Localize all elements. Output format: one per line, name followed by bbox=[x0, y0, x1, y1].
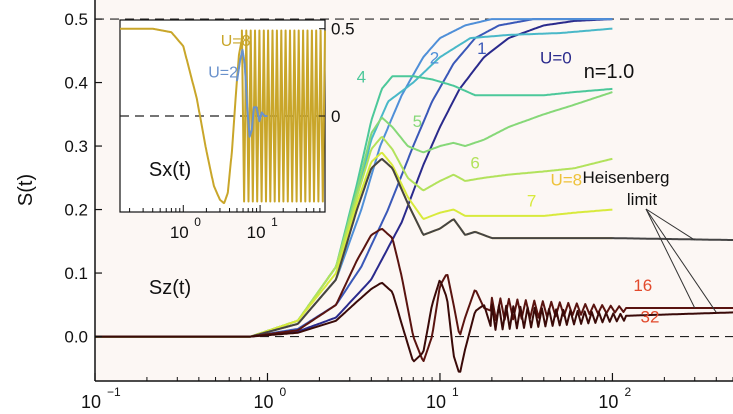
x-tick-label-3: 10 bbox=[598, 392, 618, 412]
heisenberg-pointer-1 bbox=[645, 208, 696, 309]
y-tick-label-2: 0.2 bbox=[64, 201, 88, 220]
heisenberg-pointer-0 bbox=[645, 208, 696, 241]
x-tick-label-0: 10 bbox=[81, 392, 101, 412]
inset-series-label-u-2: U=2 bbox=[208, 65, 238, 82]
main-plot: U=0 1 2 4 5 6 7 U=8 16 32 Sz(t) bbox=[95, 18, 733, 373]
series-label-u-16: 16 bbox=[633, 276, 652, 295]
series-line-u-32 bbox=[95, 279, 733, 373]
inset-series-line-u-2 bbox=[236, 48, 269, 138]
sx-label: Sx(t) bbox=[149, 159, 191, 181]
inset-y-tick-label-1: 0 bbox=[331, 107, 340, 126]
x-tick-exponent-0: −1 bbox=[107, 385, 121, 399]
inset-x-tick-exponent-0: 0 bbox=[194, 215, 201, 229]
y-tick-label-0: 0.0 bbox=[64, 328, 88, 347]
series-label-u-2: 2 bbox=[430, 49, 439, 68]
y-tick-label-5: 0.5 bbox=[64, 10, 88, 29]
heisenberg-label-line1: Heisenberg bbox=[583, 168, 670, 187]
inset-x-tick-label-0: 10 bbox=[170, 223, 189, 242]
y-tick-label-3: 0.3 bbox=[64, 137, 88, 156]
y-axis-title: S(t) bbox=[15, 174, 37, 206]
inset-y-tick-label-0: 0.5 bbox=[331, 20, 355, 39]
inset-plot: U=8 U=2 0.5 0 10 0 10 1 Sx(t) bbox=[119, 19, 355, 242]
x-tick-exponent-1: 0 bbox=[279, 385, 286, 399]
sz-label: Sz(t) bbox=[149, 277, 191, 299]
x-tick-label-1: 10 bbox=[253, 392, 273, 412]
main-axes: 0.00.10.20.30.40.510 −1 10 0 10 1 10 2S(t) bbox=[15, 0, 733, 412]
x-tick-exponent-3: 2 bbox=[624, 385, 631, 399]
annotations: n=1.0 Heisenberg limit bbox=[583, 61, 670, 209]
x-tick-exponent-2: 1 bbox=[452, 385, 459, 399]
y-tick-label-1: 0.1 bbox=[64, 264, 88, 283]
series-label-u-1: 1 bbox=[477, 39, 486, 58]
inset-series-line-u-8 bbox=[119, 27, 326, 205]
series-label-u-4: 4 bbox=[357, 68, 366, 87]
density-label: n=1.0 bbox=[584, 61, 635, 83]
series-label-u-32: 32 bbox=[640, 308, 659, 327]
series-label-u-5: 5 bbox=[413, 112, 422, 131]
inset-x-tick-label-1: 10 bbox=[247, 223, 266, 242]
series-label-u-0: U=0 bbox=[540, 49, 572, 68]
inset-series-label-u-8: U=8 bbox=[221, 33, 251, 50]
heisenberg-pointer-2 bbox=[645, 208, 717, 313]
series-label-u-7: 7 bbox=[527, 191, 536, 210]
series-label-u-8: U=8 bbox=[550, 170, 582, 189]
y-tick-label-4: 0.4 bbox=[64, 74, 88, 93]
series-label-u-6: 6 bbox=[470, 153, 479, 172]
heisenberg-label-line2: limit bbox=[627, 190, 657, 209]
x-tick-label-2: 10 bbox=[426, 392, 446, 412]
inset-x-tick-exponent-1: 1 bbox=[271, 215, 278, 229]
